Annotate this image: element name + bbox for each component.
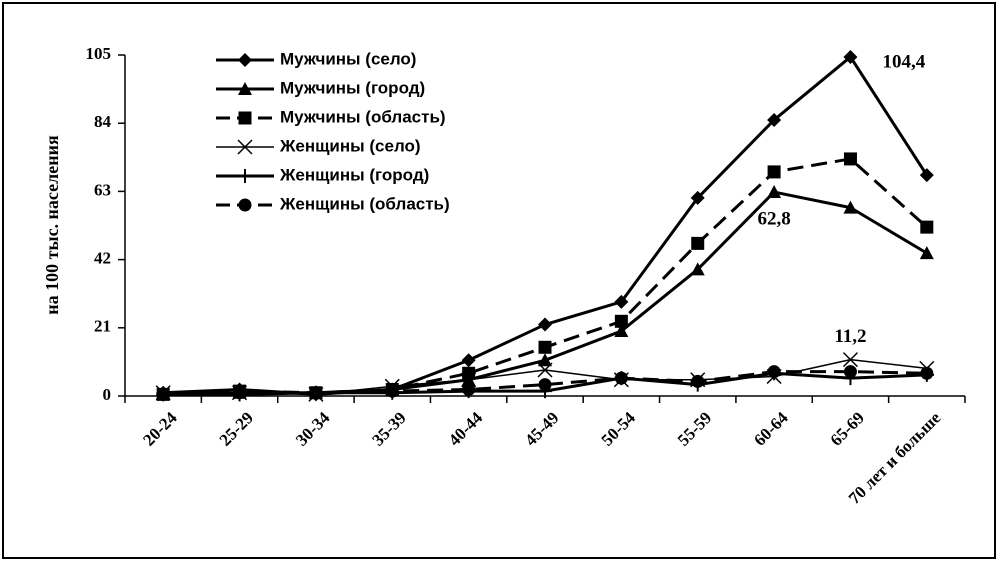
data-point xyxy=(614,371,628,385)
legend-marker xyxy=(238,111,252,125)
data-label: 11,2 xyxy=(834,326,866,347)
legend-item: Женщины (область) xyxy=(216,194,450,213)
y-tick-label: 21 xyxy=(94,317,111,336)
data-point xyxy=(691,374,705,388)
x-tick-label: 35-39 xyxy=(368,408,409,449)
data-point xyxy=(233,386,247,400)
data-point xyxy=(919,168,934,183)
legend-item: Женщины (город) xyxy=(216,165,429,184)
legend-marker xyxy=(238,82,252,95)
legend-item: Женщины (село) xyxy=(216,136,421,155)
data-point xyxy=(462,366,476,380)
x-tick-label: 40-44 xyxy=(445,408,487,450)
data-point xyxy=(538,378,552,392)
series-6 xyxy=(156,365,934,401)
x-tick-label: 65-69 xyxy=(827,408,868,449)
data-point xyxy=(920,366,934,380)
x-tick-label: 45-49 xyxy=(521,408,562,449)
y-tick-label: 0 xyxy=(103,385,112,404)
data-point xyxy=(537,362,553,378)
x-tick-label: 25-29 xyxy=(216,408,257,449)
data-label: 62,8 xyxy=(757,208,790,229)
data-point xyxy=(462,383,476,397)
data-point xyxy=(538,340,552,354)
data-point xyxy=(461,353,476,368)
data-point xyxy=(385,384,399,398)
x-tick-label: 20-24 xyxy=(139,408,181,450)
data-point xyxy=(919,246,934,260)
data-point xyxy=(690,190,705,205)
y-tick-label: 84 xyxy=(94,112,112,131)
data-point xyxy=(691,236,705,250)
data-point xyxy=(842,352,858,368)
legend-item: Мужчины (город) xyxy=(216,78,425,97)
legend-label: Женщины (город) xyxy=(279,165,429,184)
legend-label: Мужчины (область) xyxy=(280,107,446,126)
data-point xyxy=(843,200,858,214)
x-tick-label: 30-34 xyxy=(292,408,334,450)
data-point xyxy=(843,365,857,379)
y-tick-label: 63 xyxy=(94,180,111,199)
legend-label: Мужчины (город) xyxy=(280,78,425,97)
legend-marker xyxy=(238,53,252,67)
data-point xyxy=(461,372,477,388)
data-point xyxy=(538,317,552,332)
data-point xyxy=(843,152,857,166)
data-label: 104,4 xyxy=(882,51,925,72)
data-point xyxy=(767,185,782,199)
data-point xyxy=(767,165,781,179)
legend-item: Мужчины (область) xyxy=(216,107,446,126)
data-point xyxy=(843,49,858,64)
y-tick-label: 42 xyxy=(94,249,111,268)
legend-marker xyxy=(238,169,252,183)
legend-label: Женщины (область) xyxy=(279,194,450,213)
data-point xyxy=(538,353,552,367)
data-point xyxy=(690,262,705,276)
y-tick-label: 105 xyxy=(86,44,112,63)
y-axis-label: на 100 тыс. населения xyxy=(42,135,62,315)
data-point xyxy=(614,324,629,338)
legend-item: Мужчины (село) xyxy=(216,49,416,68)
data-point xyxy=(309,386,323,400)
data-point xyxy=(767,112,782,127)
series-2 xyxy=(156,185,934,401)
legend-marker xyxy=(237,139,253,155)
legend-marker xyxy=(238,198,252,212)
x-tick-label: 60-64 xyxy=(750,408,792,450)
data-point xyxy=(156,387,170,401)
series-line xyxy=(163,370,927,396)
data-point xyxy=(920,220,934,234)
data-point xyxy=(614,314,628,328)
data-point xyxy=(767,365,781,379)
data-point xyxy=(614,294,629,309)
legend-label: Мужчины (село) xyxy=(280,49,416,68)
x-tick-label: 55-59 xyxy=(674,408,715,449)
x-tick-label: 50-54 xyxy=(597,408,639,450)
legend-label: Женщины (село) xyxy=(279,136,421,155)
